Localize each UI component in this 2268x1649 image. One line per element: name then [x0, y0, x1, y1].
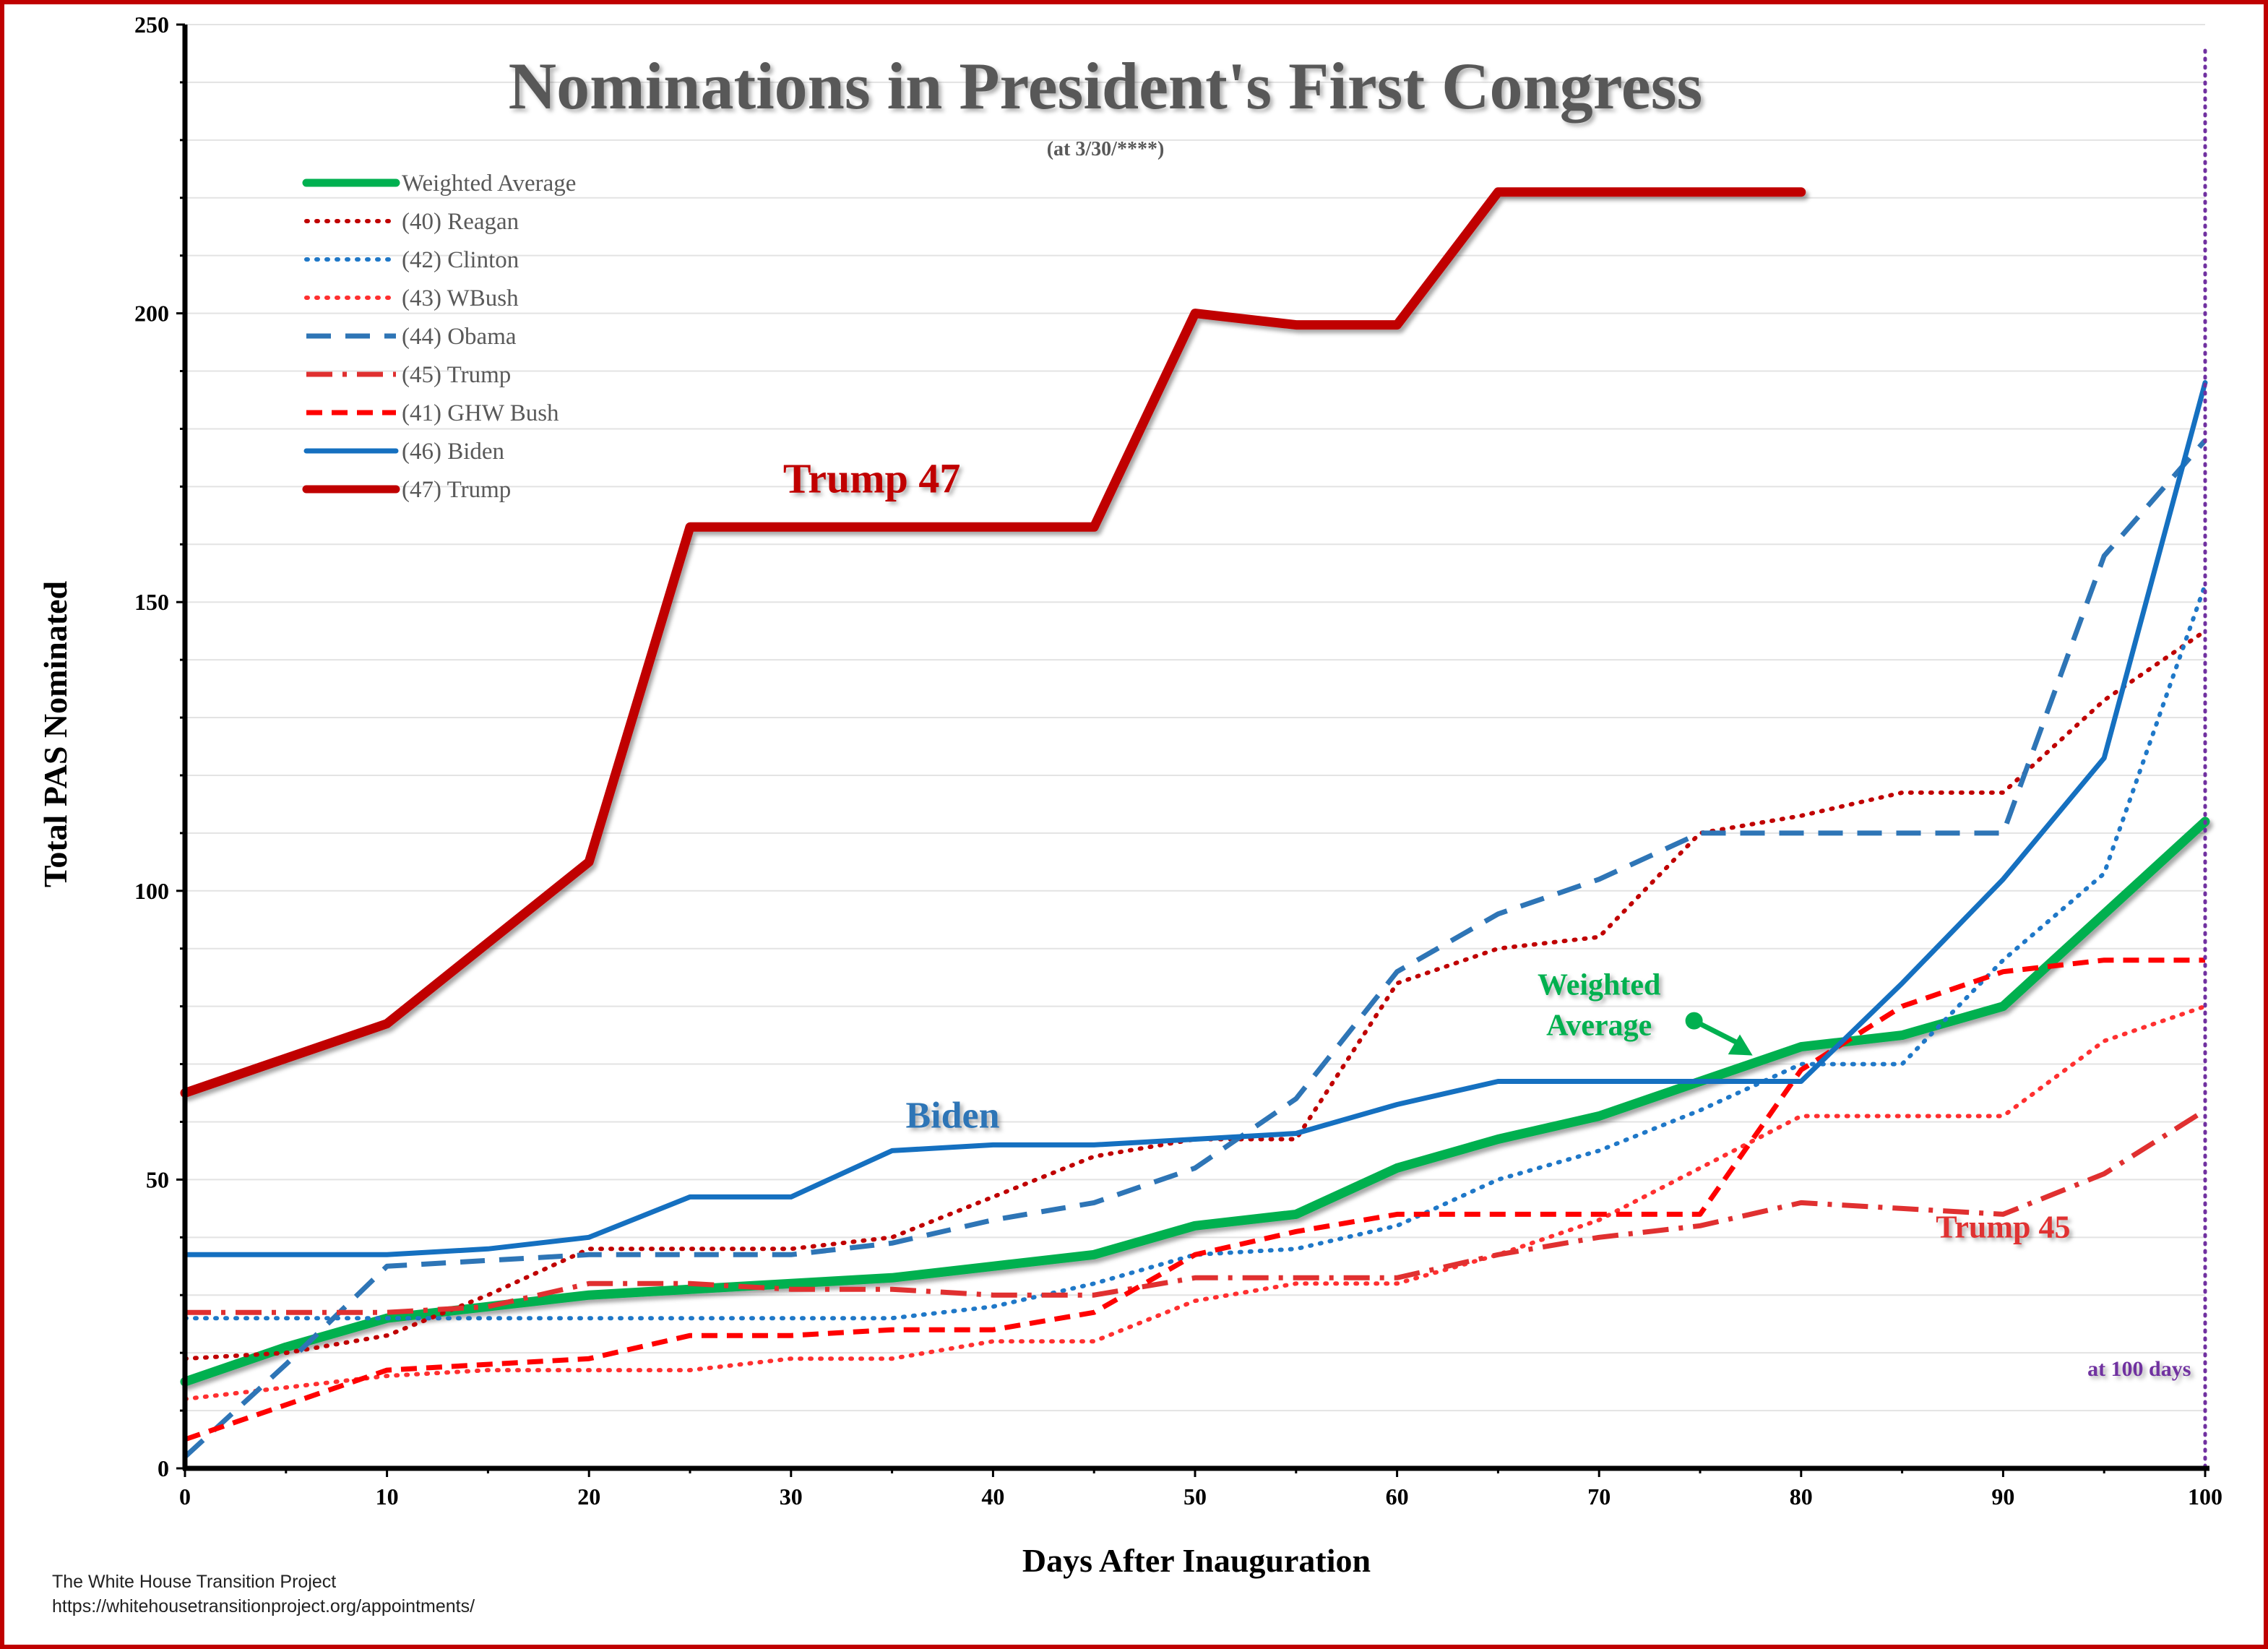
x-axis-label: Days After Inauguration — [1022, 1542, 1371, 1579]
chart-title: Nominations in President's First Congres… — [509, 49, 1703, 123]
y-tick-label-200: 200 — [134, 301, 169, 327]
x-tick-label-100: 100 — [2188, 1484, 2222, 1510]
annotation-at-100-days: at 100 days — [2087, 1357, 2191, 1381]
x-tick-label-40: 40 — [981, 1484, 1004, 1510]
x-tick-label-30: 30 — [780, 1484, 803, 1510]
x-tick-label-10: 10 — [376, 1484, 399, 1510]
series-line-weighted-average — [180, 817, 2210, 1387]
chart-labels: Nominations in President's First Congres… — [37, 49, 1702, 1579]
legend: Weighted Average (40) Reagan (42) Clinton (… — [302, 171, 576, 503]
source-line-2: https://whitehousetransitionproject.org/… — [52, 1596, 475, 1616]
y-tick-label-50: 50 — [146, 1166, 169, 1192]
legend-label-42-clinton: (42) Clinton — [402, 247, 519, 273]
legend-label-47-trump: (47) Trump — [402, 477, 511, 503]
annotation-biden: Biden — [905, 1095, 999, 1136]
x-tick-label-50: 50 — [1183, 1484, 1207, 1510]
y-tick-label-150: 150 — [134, 589, 169, 615]
annotation-average: Average — [1546, 1009, 1652, 1043]
y-tick-label-250: 250 — [134, 12, 169, 38]
series-line-46-biden — [182, 380, 2208, 1257]
x-tick-label-80: 80 — [1790, 1484, 1813, 1510]
y-tick-label-0: 0 — [158, 1455, 169, 1481]
y-tick-label-100: 100 — [134, 878, 169, 904]
annotation-trump-45: Trump 45 — [1936, 1209, 2070, 1244]
annotations: Trump 47 Biden Trump 45 Weighted Average at 1… — [783, 455, 2191, 1381]
legend-label-44-obama: (44) Obama — [402, 324, 517, 350]
legend-label-46-biden: (46) Biden — [402, 439, 504, 465]
axes: 0 50 100 150 200 250 0 10 20 30 40 50 60 70 80 90 100 — [134, 12, 2222, 1510]
series-line-42-clinton — [183, 582, 2207, 1321]
annotation-weighted: Weighted — [1538, 969, 1660, 1002]
series-line-44-obama — [183, 439, 2207, 1459]
series-line-45-trump — [185, 1108, 2207, 1315]
legend-label-41-ghw-bush: (41) GHW Bush — [402, 400, 559, 426]
legend-label-45-trump: (45) Trump — [402, 362, 511, 388]
x-tick-label-90: 90 — [1991, 1484, 2014, 1510]
series-line-43-wbush — [183, 1004, 2207, 1402]
series-line-47-trump — [180, 187, 1806, 1098]
x-tick-label-60: 60 — [1386, 1484, 1409, 1510]
series-layer — [180, 48, 2210, 1471]
x-tick-label-70: 70 — [1587, 1484, 1611, 1510]
source-line-1: The White House Transition Project — [52, 1572, 337, 1592]
series-line-41-ghw-bush — [184, 957, 2205, 1442]
x-tick-label-20: 20 — [577, 1484, 600, 1510]
legend-label-43-wbush: (43) WBush — [402, 285, 519, 311]
source-credit: The White House Transition Project https… — [52, 1570, 475, 1619]
x-tick-label-0: 0 — [179, 1484, 191, 1510]
legend-label-40-reagan: (40) Reagan — [402, 209, 519, 235]
annotation-arrow-head — [1728, 1034, 1753, 1056]
annotation-arrow-shaft — [1693, 1018, 1744, 1048]
y-axis-label: Total PAS Nominated — [37, 580, 74, 887]
chart-subtitle: (at 3/30/****) — [1047, 138, 1165, 160]
gridlines — [185, 24, 2205, 1412]
annotation-trump-47: Trump 47 — [783, 455, 960, 501]
legend-label-weighted-average: Weighted Average — [402, 171, 576, 197]
